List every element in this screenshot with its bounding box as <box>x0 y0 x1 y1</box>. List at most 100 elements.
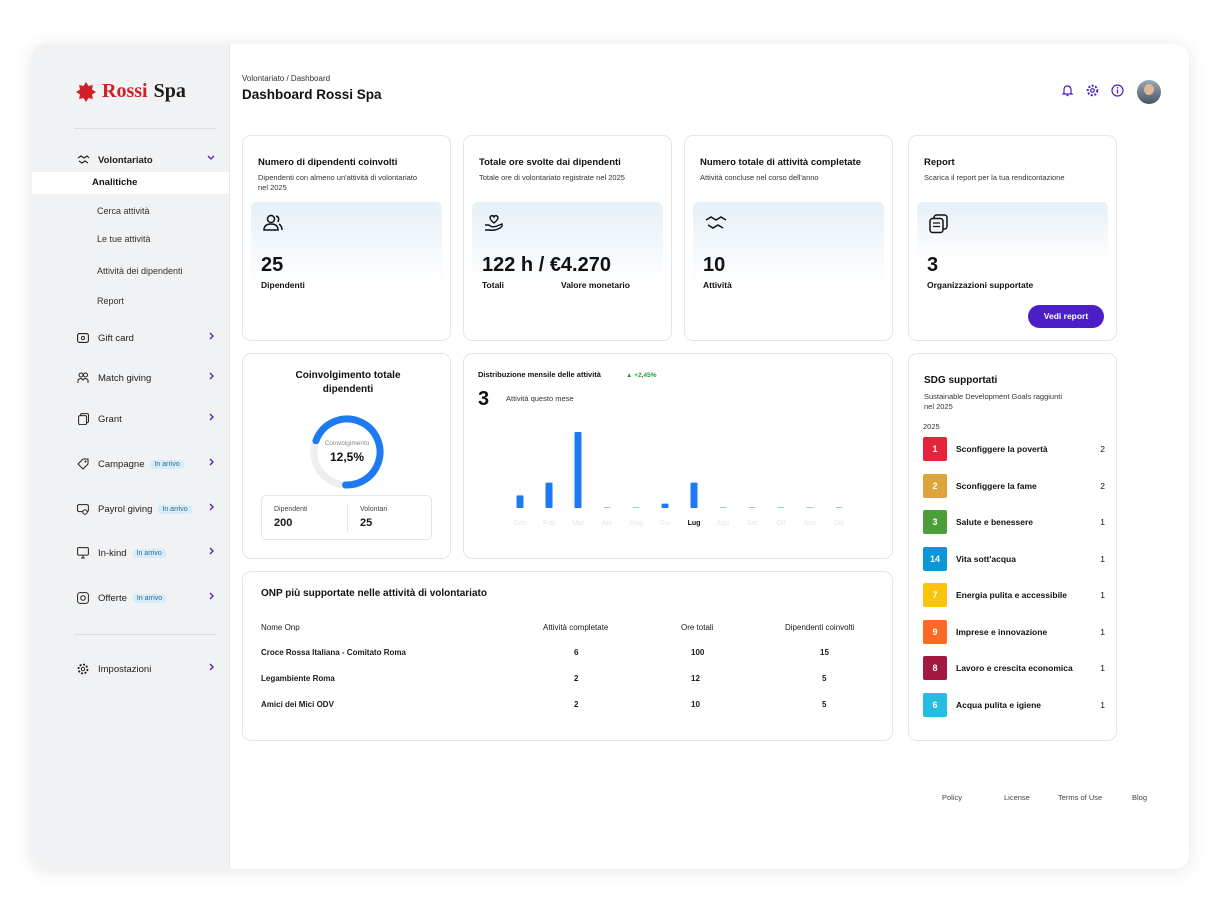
kpi-title: Report <box>924 157 955 168</box>
kpi-panel: 3 Organizzazioni supportate <box>917 202 1108 290</box>
chevron-right-icon <box>209 332 214 340</box>
sdg-count: 2 <box>1100 444 1105 454</box>
document-icon <box>76 412 90 426</box>
column-header-name: Nome Onp <box>261 623 300 632</box>
sdg-item[interactable]: 8 Lavoro e crescita economica 1 <box>923 655 1105 681</box>
chevron-right-icon <box>209 413 214 421</box>
bar-lug[interactable] <box>690 482 698 508</box>
donut-progress-arc <box>310 415 384 489</box>
kpi-panel: 122 h / €4.270 Totali Valore monetario <box>472 202 663 290</box>
bar-apr[interactable] <box>603 507 611 508</box>
sdg-item[interactable]: 1 Sconfiggere la povertà 2 <box>923 436 1105 462</box>
chevron-right-icon <box>209 663 214 671</box>
sidebar-subitem-analitiche[interactable]: Analitiche <box>32 172 229 194</box>
tick-label-giu: Giu <box>660 520 671 527</box>
people-match-icon <box>76 371 90 385</box>
cell-employees: 5 <box>822 700 827 709</box>
page-title: Dashboard Rossi Spa <box>242 87 382 102</box>
onp-table-card: ONP più supportate nelle attività di vol… <box>242 571 893 741</box>
bar-ago[interactable] <box>719 507 727 508</box>
monitor-icon <box>76 546 90 560</box>
bar-mar[interactable] <box>574 432 582 508</box>
sdg-count: 1 <box>1100 553 1105 564</box>
cell-hours: 12 <box>691 674 700 683</box>
sidebar-subitem-cerca-attivita[interactable]: Cerca attività <box>97 206 150 216</box>
vedi-report-button[interactable]: Vedi report <box>1028 305 1104 328</box>
monthly-chart-card: Distribuzione mensile delle attività ▲ +… <box>463 353 893 559</box>
gear-icon <box>76 662 90 676</box>
sdg-item[interactable]: 2 Sconfiggere la fame 2 <box>923 473 1105 499</box>
sdg-goal-icon: 3 <box>923 510 947 534</box>
sidebar-item-label: Volontariato <box>98 154 153 166</box>
sdg-count: 1 <box>1100 663 1105 673</box>
footer-link-blog[interactable]: Blog <box>1132 793 1148 802</box>
bar-feb[interactable] <box>545 482 553 508</box>
breadcrumb[interactable]: Volontariato / Dashboard <box>242 74 331 83</box>
sidebar-subitem-report[interactable]: Report <box>97 296 125 306</box>
bell-icon[interactable] <box>1061 84 1074 97</box>
footer-link-terms[interactable]: Terms of Use <box>1058 793 1103 802</box>
sdg-name: Acqua pulita e igiene <box>956 699 1042 710</box>
brand-name: Rossi <box>102 80 148 102</box>
sidebar-item-label: Gift card <box>98 332 134 344</box>
sdg-item[interactable]: 7 Energia pulita e accessibile 1 <box>923 582 1105 608</box>
chevron-right-icon <box>209 458 214 466</box>
sdg-count: 1 <box>1100 517 1105 527</box>
stats-box: Dipendenti 200 Volontari 25 <box>261 495 432 540</box>
tick-label-apr: Apr <box>602 520 614 527</box>
sdg-goal-icon: 2 <box>923 473 947 498</box>
sidebar-subitem-attivita-dipendenti[interactable]: Attività dei dipendenti <box>97 266 183 276</box>
sidebar-item-payrol-giving[interactable]: Payrol giving In arrivo <box>76 499 216 519</box>
sdg-count: 1 <box>1100 626 1105 637</box>
kpi-card-dipendenti: Numero di dipendenti coinvolti Dipendent… <box>242 135 451 341</box>
settings-gear-icon[interactable] <box>1086 84 1099 97</box>
cell-name: Croce Rossa Italiana - Comitato Roma <box>261 648 406 657</box>
kpi-card-report: Report Scarica il report per la tua rend… <box>908 135 1117 341</box>
kpi-description: Attività concluse nel corso dell'anno <box>700 173 819 182</box>
column-header-employees: Dipendenti coinvolti <box>785 623 855 632</box>
cell-employees: 5 <box>822 674 827 683</box>
sdg-name: Sconfiggere la povertà <box>956 444 1048 454</box>
sidebar-subitem-le-tue-attivita[interactable]: Le tue attività <box>97 234 151 244</box>
footer-link-policy[interactable]: Policy <box>942 793 963 802</box>
sidebar-item-gift-card[interactable]: Gift card <box>76 328 216 348</box>
kpi-label: Attività <box>703 280 732 290</box>
bar-dic[interactable] <box>835 507 843 508</box>
trend-value: +2,45% <box>634 372 657 379</box>
sidebar-item-volontariato[interactable]: Volontariato <box>76 150 216 170</box>
offer-icon <box>76 591 90 605</box>
sidebar-item-grant[interactable]: Grant <box>76 409 216 429</box>
sidebar-item-impostazioni[interactable]: Impostazioni <box>76 659 216 679</box>
sdg-name: Vita sott'acqua <box>956 553 1016 564</box>
activity-count: 3 <box>478 388 490 410</box>
tick-label-feb: Feb <box>543 520 555 527</box>
sdg-goal-icon: 9 <box>923 619 947 644</box>
tick-label-lug: Lug <box>688 520 701 527</box>
bar-gen[interactable] <box>516 495 524 508</box>
bar-nov[interactable] <box>806 507 814 508</box>
bar-set[interactable] <box>748 507 756 508</box>
sdg-item[interactable]: 14 Vita sott'acqua 1 <box>923 546 1105 572</box>
bar-giu[interactable] <box>661 503 669 508</box>
sdg-item[interactable]: 6 Acqua pulita e igiene 1 <box>923 692 1105 718</box>
footer-link-license[interactable]: License <box>1004 793 1030 802</box>
stat-value: 25 <box>360 517 373 529</box>
sdg-item[interactable]: 9 Imprese e innovazione 1 <box>923 619 1105 645</box>
tick-label-nov: Nov <box>804 520 817 527</box>
handshake-icon <box>705 216 727 229</box>
info-icon[interactable] <box>1111 84 1124 97</box>
sidebar-item-offerte[interactable]: Offerte In arrivo <box>76 588 216 608</box>
sidebar-item-campagne[interactable]: Campagne In arrivo <box>76 454 216 474</box>
sdg-item[interactable]: 3 Salute e benessere 1 <box>923 509 1105 535</box>
chevron-right-icon <box>209 503 214 511</box>
sidebar-item-match-giving[interactable]: Match giving <box>76 368 216 388</box>
coming-soon-badge: In arrivo <box>132 548 166 558</box>
bar-mag[interactable] <box>632 507 640 508</box>
bar-ott[interactable] <box>777 507 785 508</box>
brand-logo[interactable]: Rossi Spa <box>76 80 186 103</box>
chevron-right-icon <box>209 592 214 600</box>
user-avatar[interactable] <box>1137 80 1161 104</box>
chevron-right-icon <box>209 547 214 555</box>
sidebar-item-in-kind[interactable]: In-kind In arrivo <box>76 543 216 563</box>
tick-label-gen: Gen <box>513 520 526 527</box>
